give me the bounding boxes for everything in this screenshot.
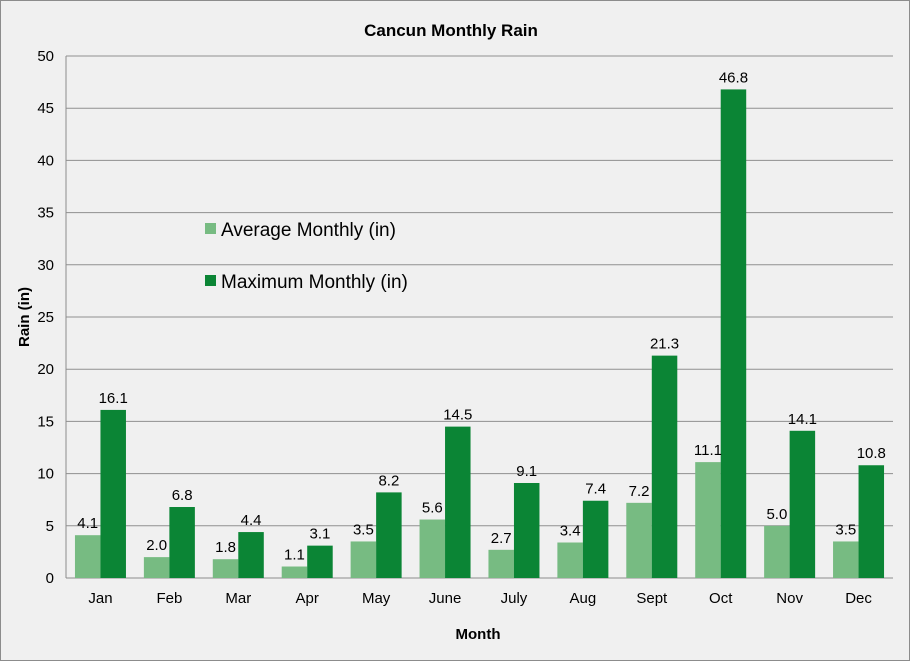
bar-maximum [307, 545, 333, 578]
data-label: 8.2 [378, 472, 399, 489]
bar-average [833, 541, 859, 578]
x-axis-title: Month [456, 626, 501, 643]
bar-maximum [789, 430, 816, 578]
data-label: 2.0 [146, 537, 167, 554]
bar-maximum [376, 492, 402, 578]
data-label: 5.0 [766, 506, 787, 523]
y-tick-label: 15 [37, 413, 54, 430]
bar-average [74, 535, 101, 578]
bar-average [488, 549, 514, 578]
data-label: 4.1 [77, 515, 98, 532]
legend-label-maximum: Maximum Monthly (in) [221, 272, 408, 293]
bar-maximum [651, 355, 678, 578]
x-tick-label: Sept [636, 590, 668, 607]
bar-average [350, 541, 377, 578]
bar-average [695, 462, 721, 578]
bar-maximum [513, 482, 540, 578]
y-tick-label: 35 [37, 205, 54, 222]
y-tick-label: 20 [37, 361, 54, 378]
data-label: 4.4 [241, 512, 262, 529]
x-tick-label: Mar [225, 590, 251, 607]
x-tick-label: Jan [88, 590, 112, 607]
bar-maximum [169, 507, 195, 578]
data-label: 9.1 [516, 463, 537, 480]
data-label: 2.7 [491, 530, 512, 547]
bar-average [143, 557, 170, 578]
data-label: 1.8 [215, 539, 236, 556]
data-label: 1.1 [284, 547, 305, 564]
data-label: 6.8 [172, 487, 193, 504]
legend: Average Monthly (in) Maximum Monthly (in… [205, 220, 408, 293]
data-label: 7.4 [585, 481, 606, 498]
legend-swatch-average [205, 223, 216, 234]
data-label: 3.4 [560, 523, 581, 540]
bar-average [764, 525, 790, 578]
y-axis-ticks: 0 5 10 15 20 25 30 35 40 45 50 [37, 48, 54, 587]
bar-maximum [238, 532, 264, 578]
x-tick-label: July [501, 590, 528, 607]
bar-maximum [582, 500, 609, 578]
y-tick-label: 25 [37, 309, 54, 326]
bar-average [212, 559, 239, 578]
data-label: 21.3 [650, 336, 679, 353]
legend-label-average: Average Monthly (in) [221, 220, 396, 241]
bar-maximum [100, 409, 126, 578]
x-tick-label: Feb [156, 590, 182, 607]
x-tick-label: May [362, 590, 391, 607]
legend-swatch-maximum [205, 275, 216, 286]
y-tick-label: 5 [46, 518, 54, 535]
bar-maximum [720, 89, 747, 579]
data-label: 5.6 [422, 500, 443, 517]
data-label: 11.1 [694, 442, 722, 459]
y-tick-label: 10 [37, 466, 54, 483]
bars [74, 89, 885, 579]
bar-average [419, 519, 446, 578]
x-tick-label: June [429, 590, 462, 607]
y-tick-label: 30 [37, 257, 54, 274]
data-label: 14.1 [788, 411, 817, 428]
x-tick-label: Apr [296, 590, 319, 607]
x-tick-label: Dec [845, 590, 872, 607]
chart-title: Cancun Monthly Rain [364, 21, 538, 40]
y-tick-label: 50 [37, 48, 54, 65]
x-tick-label: Nov [776, 590, 803, 607]
bar-maximum [858, 465, 885, 578]
bar-average [281, 566, 308, 578]
bar-average [557, 542, 583, 578]
data-label: 46.8 [719, 69, 748, 86]
x-tick-label: Oct [709, 590, 733, 607]
data-label: 7.2 [629, 483, 650, 500]
bar-maximum [445, 426, 471, 578]
data-label: 14.5 [443, 407, 472, 424]
data-label: 3.5 [835, 521, 856, 538]
y-tick-label: 40 [37, 152, 54, 169]
data-label: 3.1 [310, 526, 331, 543]
y-axis-title: Rain (in) [16, 287, 33, 347]
data-label: 10.8 [857, 445, 886, 462]
x-axis-ticks: Jan Feb Mar Apr May June July Aug Sept Oct Nov Dec [88, 590, 872, 607]
data-label: 3.5 [353, 521, 374, 538]
y-tick-label: 45 [37, 100, 54, 117]
y-tick-label: 0 [46, 570, 54, 587]
gridlines [65, 55, 893, 579]
data-label: 16.1 [99, 390, 128, 407]
data-labels: 4.1 16.1 2.0 6.8 1.8 4.4 1.1 3.1 3.5 8.2 5.6 14.5 2.… [77, 69, 886, 563]
bar-average [626, 502, 652, 578]
x-tick-label: Aug [570, 590, 597, 607]
